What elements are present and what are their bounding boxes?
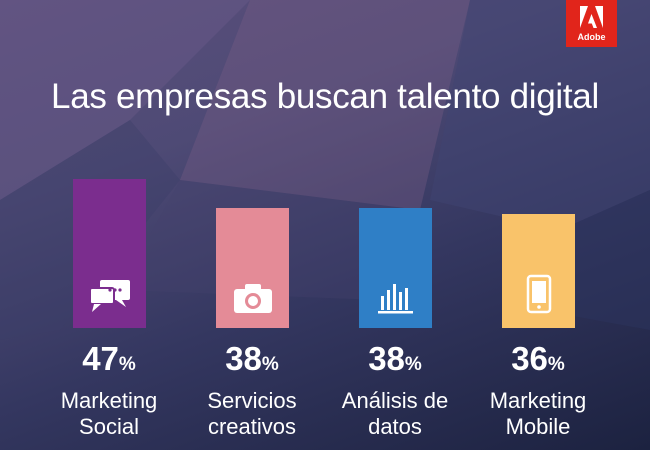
bar-value-label: 47% <box>82 340 136 377</box>
chat-icon <box>88 280 130 312</box>
bar-servicios-creativos <box>216 208 289 328</box>
category-label: Análisis de datos <box>341 388 449 439</box>
bar-value-label: 38% <box>368 340 422 377</box>
bar-analisis-de-datos <box>359 208 432 328</box>
chart-title: Las empresas buscan talento digital <box>51 77 599 116</box>
adobe-logo: Adobe <box>566 0 617 47</box>
bar-value-label: 36% <box>511 340 565 377</box>
category-label: Marketing Mobile <box>489 388 587 439</box>
category-label: Marketing Social <box>60 388 158 439</box>
category-label: Servicios creativos <box>207 388 297 439</box>
bar-marketing-mobile <box>502 214 575 328</box>
camera-icon <box>233 284 272 313</box>
bar-marketing-social <box>73 179 146 328</box>
adobe-logo-mark <box>580 6 603 28</box>
smartphone-icon <box>526 274 551 314</box>
adobe-logo-text: Adobe <box>577 32 606 42</box>
bar-chart-icon <box>377 284 413 314</box>
bar-value-label: 38% <box>225 340 279 377</box>
